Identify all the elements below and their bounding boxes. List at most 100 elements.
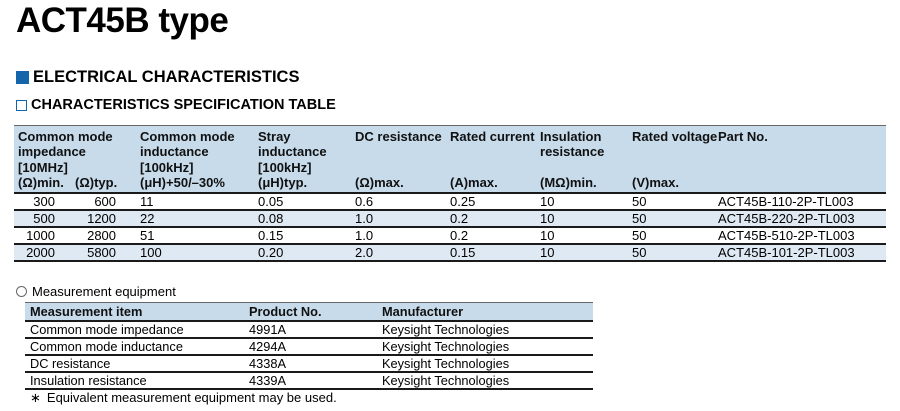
- column-header-unit: (Ω)min.: [14, 175, 68, 194]
- equip-cell: 4338A: [245, 355, 378, 373]
- column-header: Measurement item: [25, 302, 245, 322]
- spec-cell: 500: [14, 210, 68, 228]
- spec-cell: 10: [536, 193, 629, 211]
- electrical-heading-label: ELECTRICAL CHARACTERISTICS: [33, 68, 300, 86]
- column-header: Product No.: [245, 302, 378, 322]
- footnote: ∗ Equivalent measurement equipment may b…: [30, 390, 337, 406]
- column-header-unit: (μH)typ.: [254, 175, 352, 194]
- measurement-equipment-heading: Measurement equipment: [16, 284, 176, 299]
- spec-cell: 0.15: [446, 244, 537, 262]
- table-row: 500 1200 22 0.08 1.0 0.2 10 50 ACT45B-22…: [14, 210, 887, 228]
- column-header-freq: [351, 159, 447, 175]
- equip-header-row: Measurement item Product No. Manufacture…: [25, 302, 593, 322]
- measurement-equipment-table: Measurement item Product No. Manufacture…: [25, 302, 593, 390]
- column-header-unit: (Ω)typ.: [68, 175, 137, 194]
- column-header-freq: [536, 159, 629, 175]
- equip-cell: DC resistance: [25, 355, 245, 373]
- table-row: 300 600 11 0.05 0.6 0.25 10 50 ACT45B-11…: [14, 193, 887, 211]
- spec-cell: 22: [136, 210, 255, 228]
- equip-cell: Keysight Technologies: [378, 372, 593, 390]
- spec-cell: 0.08: [254, 210, 352, 228]
- spec-cell: 0.2: [446, 210, 537, 228]
- table-row: Insulation resistance 4339A Keysight Tec…: [25, 372, 593, 390]
- spec-cell: 2800: [68, 227, 137, 245]
- spec-cell: 50: [628, 244, 715, 262]
- column-header: Common mode impedance: [14, 125, 137, 159]
- spec-cell: 300: [14, 193, 68, 211]
- spec-cell: 10: [536, 244, 629, 262]
- column-header: Stray inductance: [254, 125, 352, 159]
- part-no-cell: ACT45B-101-2P-TL003: [714, 244, 887, 262]
- spec-cell: 10: [536, 210, 629, 228]
- spec-cell: 0.2: [446, 227, 537, 245]
- column-header-freq: [100kHz]: [254, 159, 352, 175]
- section-electrical-characteristics: ELECTRICAL CHARACTERISTICS: [16, 68, 299, 87]
- equip-cell: Keysight Technologies: [378, 321, 593, 339]
- spec-cell: 50: [628, 193, 715, 211]
- spec-table: Common mode impedance Common mode induct…: [14, 125, 887, 262]
- part-no-cell: ACT45B-510-2P-TL003: [714, 227, 887, 245]
- equip-cell: Common mode inductance: [25, 338, 245, 356]
- equip-cell: Common mode impedance: [25, 321, 245, 339]
- spec-cell: 0.25: [446, 193, 537, 211]
- equip-cell: 4339A: [245, 372, 378, 390]
- column-header: Part No.: [714, 125, 887, 159]
- part-no-cell: ACT45B-110-2P-TL003: [714, 193, 887, 211]
- column-header: Rated current: [446, 125, 537, 159]
- spec-cell: 10: [536, 227, 629, 245]
- footnote-text: Equivalent measurement equipment may be …: [46, 390, 337, 405]
- equip-cell: Insulation resistance: [25, 372, 245, 390]
- column-header-unit: (V)max.: [628, 175, 715, 194]
- spec-header-units-row: (Ω)min. (Ω)typ. (μH)+50/–30% (μH)typ. (Ω…: [14, 175, 887, 194]
- spec-cell: 50: [628, 227, 715, 245]
- spec-cell: 51: [136, 227, 255, 245]
- spec-cell: 1.0: [351, 227, 447, 245]
- column-header-unit: (MΩ)min.: [536, 175, 629, 194]
- measurement-heading-label: Measurement equipment: [32, 284, 176, 299]
- table-row: Common mode inductance 4294A Keysight Te…: [25, 338, 593, 356]
- column-header-freq: [100kHz]: [136, 159, 255, 175]
- spec-cell: 0.05: [254, 193, 352, 211]
- column-header: Manufacturer: [378, 302, 593, 322]
- spec-heading-label: CHARACTERISTICS SPECIFICATION TABLE: [31, 97, 336, 113]
- equip-cell: Keysight Technologies: [378, 355, 593, 373]
- spec-cell: 600: [68, 193, 137, 211]
- column-header-unit: [714, 175, 887, 194]
- spec-cell: 100: [136, 244, 255, 262]
- spec-cell: 0.20: [254, 244, 352, 262]
- column-header-unit: (Ω)max.: [351, 175, 447, 194]
- spec-cell: 2000: [14, 244, 68, 262]
- table-row: 2000 5800 100 0.20 2.0 0.15 10 50 ACT45B…: [14, 244, 887, 262]
- column-header-unit: (μH)+50/–30%: [136, 175, 255, 194]
- spec-header-freq-row: [10MHz] [100kHz] [100kHz]: [14, 159, 887, 175]
- spec-cell: 50: [628, 210, 715, 228]
- spec-cell: 1000: [14, 227, 68, 245]
- page-title: ACT45B type: [16, 1, 229, 40]
- equip-cell: Keysight Technologies: [378, 338, 593, 356]
- spec-cell: 2.0: [351, 244, 447, 262]
- spec-cell: 0.15: [254, 227, 352, 245]
- equip-cell: 4991A: [245, 321, 378, 339]
- asterisk-icon: ∗: [30, 390, 41, 405]
- filled-square-icon: [16, 71, 29, 84]
- spec-cell: 11: [136, 193, 255, 211]
- table-row: DC resistance 4338A Keysight Technologie…: [25, 355, 593, 373]
- column-header: DC resistance: [351, 125, 447, 159]
- column-header: Common mode inductance: [136, 125, 255, 159]
- section-spec-table: CHARACTERISTICS SPECIFICATION TABLE: [16, 97, 336, 113]
- spec-cell: 0.6: [351, 193, 447, 211]
- equip-cell: 4294A: [245, 338, 378, 356]
- column-header-freq: [628, 159, 715, 175]
- spec-header-names-row: Common mode impedance Common mode induct…: [14, 125, 887, 159]
- outline-square-icon: [16, 99, 27, 111]
- column-header: Insulation resistance: [536, 125, 629, 159]
- column-header: Rated voltage: [628, 125, 717, 159]
- column-header-unit: (A)max.: [446, 175, 537, 194]
- column-header-freq: [10MHz]: [14, 159, 137, 175]
- column-header-freq: [714, 159, 887, 175]
- table-row: 1000 2800 51 0.15 1.0 0.2 10 50 ACT45B-5…: [14, 227, 887, 245]
- spec-cell: 1200: [68, 210, 137, 228]
- part-no-cell: ACT45B-220-2P-TL003: [714, 210, 887, 228]
- column-header-freq: [446, 159, 537, 175]
